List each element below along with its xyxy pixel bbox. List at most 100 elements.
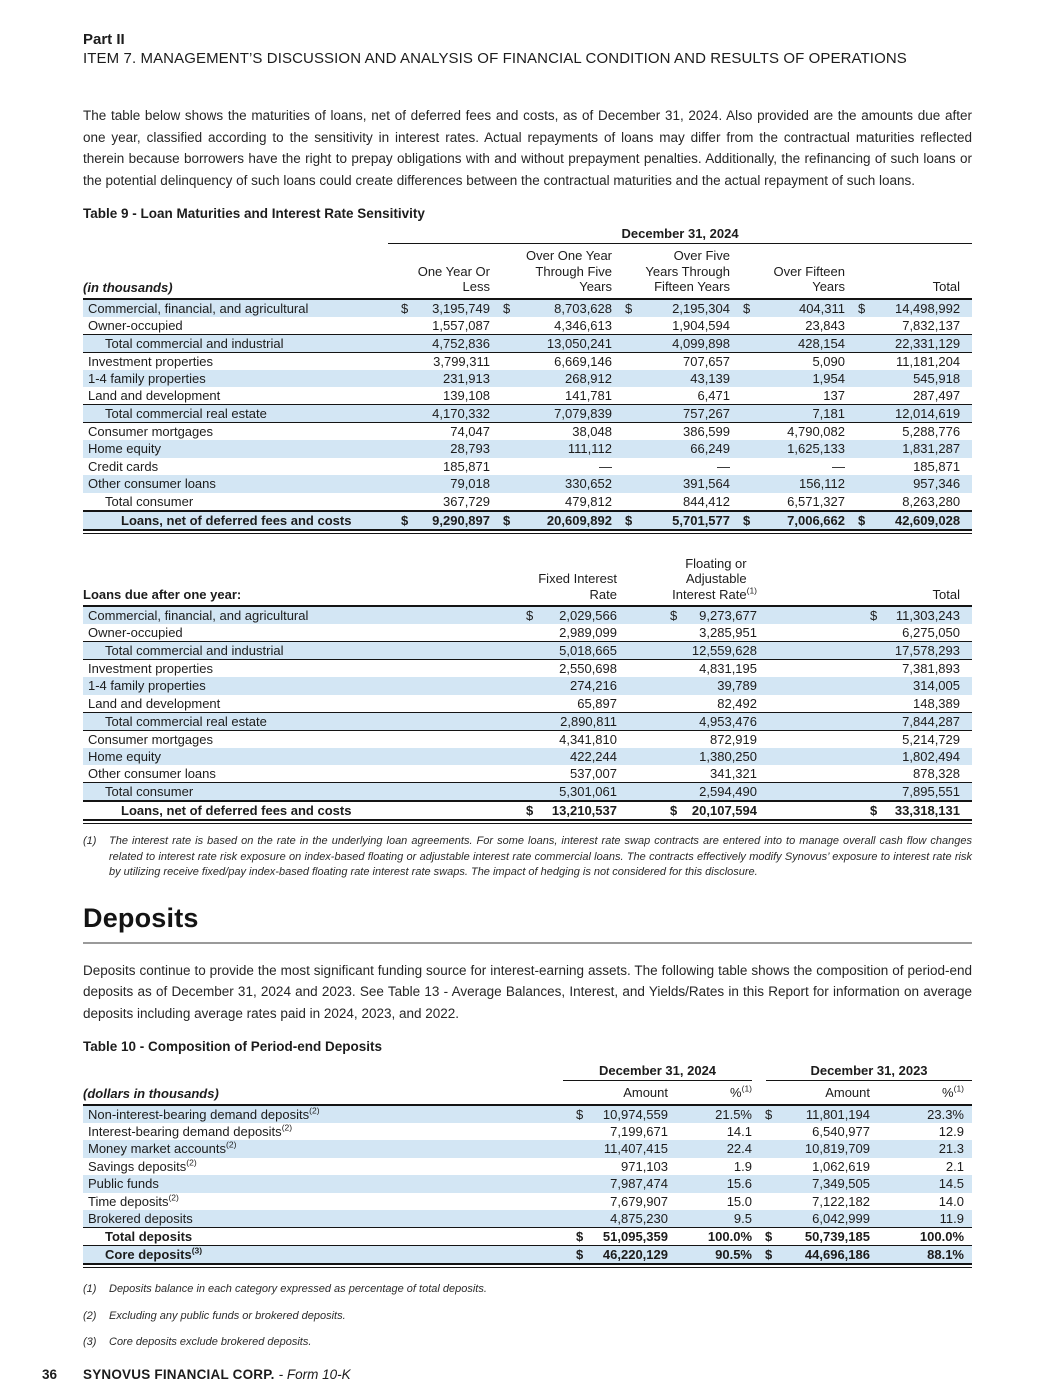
cell-value: 7,006,662 bbox=[787, 512, 845, 528]
amount-cell: 1,831,287 bbox=[845, 440, 973, 458]
cell-value: 757,267 bbox=[683, 406, 730, 421]
amount-cell: 3,285,951 bbox=[657, 624, 757, 642]
row-label: Interest-bearing demand deposits(2) bbox=[88, 1122, 293, 1139]
amount-cell: 274,216 bbox=[513, 677, 617, 695]
row-label: Land and development bbox=[88, 388, 221, 403]
amount-cell: 4,752,836 bbox=[388, 333, 490, 353]
amount-cell: 4,953,476 bbox=[657, 711, 757, 731]
table10-date-header-row: December 31, 2024 December 31, 2023 bbox=[83, 1063, 972, 1085]
footnote-marker: (3) bbox=[83, 1336, 97, 1348]
amount-cell: 2,594,490 bbox=[657, 782, 757, 801]
table-row: Owner-occupied 2,989,099 3,285,951 6,275,05… bbox=[83, 624, 972, 642]
footnote-interest-rate: (1) The interest rate is based on the ra… bbox=[83, 834, 972, 881]
footnote-1: (1) Deposits balance in each category ex… bbox=[83, 1282, 972, 1298]
cell-value: 2,195,304 bbox=[672, 300, 730, 316]
table-row: Commercial, financial, and agricultural $… bbox=[83, 606, 972, 624]
amount-cell: 7,079,839 bbox=[490, 404, 612, 423]
cell-value: 1,625,133 bbox=[787, 441, 845, 457]
amount-cell: $5,701,577 bbox=[612, 509, 730, 531]
row-label: 1-4 family properties bbox=[83, 677, 513, 695]
table-row: Total commercial real estate 4,170,332 7,0… bbox=[83, 404, 973, 423]
footnote-ref-1: (1) bbox=[953, 1083, 964, 1094]
currency-symbol: $ bbox=[870, 608, 878, 623]
table10-bottom-rule bbox=[83, 1267, 972, 1268]
cell-value: 5,090 bbox=[812, 353, 845, 369]
cell-value: 1,954 bbox=[812, 370, 845, 386]
footnote-ref: (2) bbox=[226, 1140, 237, 1150]
cell-value: 185,871 bbox=[443, 458, 490, 474]
row-label: Non-interest-bearing demand deposits(2) bbox=[83, 1104, 563, 1123]
amount-cell: — bbox=[730, 458, 845, 476]
cell-value: 1,062,619 bbox=[812, 1158, 870, 1174]
cell-value: 545,918 bbox=[913, 370, 961, 386]
amount-cell: 111,112 bbox=[490, 440, 612, 458]
cell-value: 50,739,185 bbox=[804, 1229, 870, 1244]
amount-cell: 878,328 bbox=[857, 765, 972, 783]
amount-cell: $20,609,892 bbox=[490, 509, 612, 531]
table-row: Total consumer 5,301,061 2,594,490 7,895,55… bbox=[83, 782, 972, 801]
spacer-cell bbox=[617, 660, 657, 678]
table-row: Commercial, financial, and agricultural $… bbox=[83, 298, 973, 317]
table-row: Investment properties 3,799,311 6,669,146 7… bbox=[83, 352, 972, 370]
cell-value: 11,181,204 bbox=[895, 353, 961, 369]
spacer-cell bbox=[617, 800, 657, 821]
amount-cell: 141,781 bbox=[490, 387, 612, 405]
cell-value: 5,288,776 bbox=[902, 424, 961, 439]
cell-value: 46,220,129 bbox=[602, 1247, 668, 1262]
cell-value: 8,703,628 bbox=[554, 300, 612, 316]
currency-symbol: $ bbox=[743, 300, 751, 316]
amount-cell: $11,303,243 bbox=[857, 606, 972, 624]
form-name: - Form 10-K bbox=[278, 1366, 351, 1382]
percent-cell: 100.0% bbox=[870, 1227, 972, 1246]
amount-cell: 5,090 bbox=[730, 352, 845, 370]
cell-value: 7,349,505 bbox=[812, 1176, 870, 1192]
table-row: Total commercial and industrial 4,752,836… bbox=[83, 333, 973, 353]
footnote-ref-1: (1) bbox=[746, 585, 757, 596]
percent-cell: 1.9 bbox=[733, 1158, 752, 1174]
amount-cell: 11,181,204 bbox=[845, 352, 972, 370]
cell-value: 1,904,594 bbox=[672, 317, 730, 333]
company-name: SYNOVUS FINANCIAL CORP. bbox=[83, 1366, 275, 1382]
footnote-ref: (2) bbox=[281, 1122, 293, 1133]
table9: December 31, 2024 (in thousands) One Yea… bbox=[83, 226, 973, 534]
amount-cell: 1,954 bbox=[730, 369, 845, 387]
spacer-cell bbox=[757, 641, 857, 660]
col-header-one-to-five-years: Over One Year Through Five Years bbox=[526, 248, 612, 294]
amount-cell: 28,793 bbox=[388, 440, 490, 458]
amount-cell: 971,103 bbox=[563, 1158, 668, 1176]
table-row: Interest-bearing demand deposits(2) 7,199… bbox=[83, 1123, 972, 1141]
amount-cell: $14,498,992 bbox=[845, 298, 973, 317]
cell-value: 39,789 bbox=[717, 678, 757, 694]
percent-cell: 90.5% bbox=[668, 1245, 752, 1265]
cell-value: 7,832,137 bbox=[902, 317, 961, 333]
amount-cell: 7,181 bbox=[730, 404, 845, 423]
cell-value: 6,275,050 bbox=[902, 625, 960, 640]
col-header-one-year-or-less: One Year Or Less bbox=[417, 263, 490, 295]
cell-value: 4,099,898 bbox=[672, 335, 730, 351]
percent-cell: 88.1% bbox=[870, 1245, 972, 1265]
amount-cell: 1,625,133 bbox=[730, 440, 845, 458]
amount-cell: $50,739,185 bbox=[752, 1227, 870, 1246]
amount-cell: 43,139 bbox=[612, 369, 730, 387]
footnote-text: The interest rate is based on the rate i… bbox=[109, 835, 972, 878]
row-label: Total commercial and industrial bbox=[83, 641, 513, 660]
deposits-paragraph: Deposits continue to provide the most si… bbox=[83, 962, 972, 1021]
col-header-percent-2023: % bbox=[942, 1085, 954, 1100]
currency-symbol: $ bbox=[401, 512, 409, 528]
amount-cell: 79,018 bbox=[388, 475, 490, 493]
amount-cell: 12,014,619 bbox=[845, 404, 973, 423]
col-header-amount-2024: Amount bbox=[623, 1085, 668, 1100]
cell-value: 12,559,628 bbox=[691, 643, 757, 658]
cell-value: 957,346 bbox=[913, 476, 961, 492]
percent-cell: 9.5 bbox=[668, 1210, 752, 1228]
col-header-percent-2024: % bbox=[730, 1085, 742, 1100]
amount-cell: 7,381,893 bbox=[857, 660, 972, 678]
currency-symbol: $ bbox=[670, 608, 678, 623]
cell-value: 6,471 bbox=[697, 388, 730, 403]
percent-cell: 100.0% bbox=[668, 1227, 752, 1246]
table-row: Home equity 28,793 111,112 66,249 1,625,133 1… bbox=[83, 440, 973, 458]
table-row: Other consumer loans 537,007 341,321 878,32… bbox=[83, 765, 972, 783]
cell-value: 422,244 bbox=[570, 748, 617, 764]
table10-footnotes: (1) Deposits balance in each category ex… bbox=[83, 1282, 972, 1351]
table10-unit-label: (dollars in thousands) bbox=[83, 1085, 563, 1106]
